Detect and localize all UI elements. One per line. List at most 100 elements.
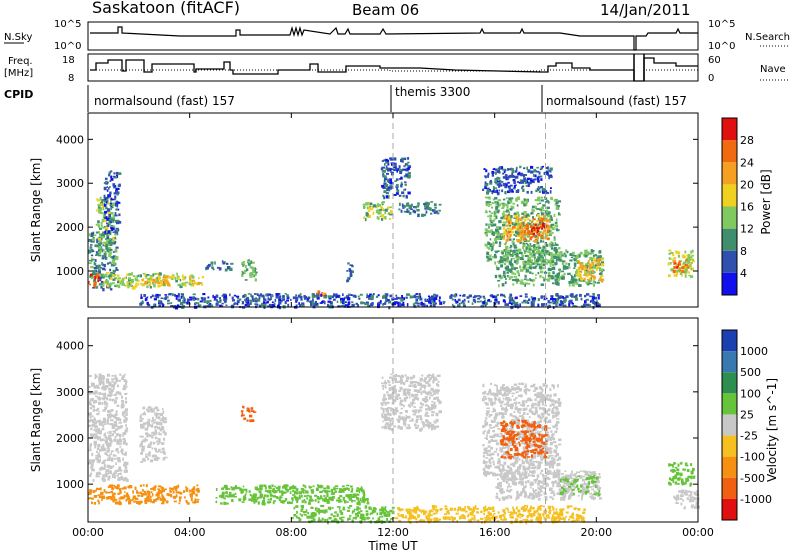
noise-right-tick-top: 10^5 (708, 19, 735, 30)
data-cell (502, 204, 505, 208)
data-cell (174, 277, 177, 280)
data-cell (90, 248, 94, 253)
data-cell (513, 222, 515, 225)
data-cell (123, 387, 126, 391)
data-cell (529, 271, 532, 274)
data-cell (254, 293, 257, 295)
data-cell (506, 254, 509, 258)
data-cell (175, 494, 178, 498)
data-cell (354, 512, 358, 516)
data-cell (692, 258, 695, 261)
data-cell (249, 414, 253, 418)
data-cell (679, 260, 682, 263)
data-cell (515, 228, 518, 231)
data-cell (585, 298, 589, 301)
data-cell (113, 239, 117, 241)
data-cell (584, 271, 587, 273)
data-cell (497, 209, 500, 212)
data-cell (250, 407, 254, 410)
data-cell (502, 198, 506, 201)
data-cell (259, 495, 263, 499)
data-cell (162, 408, 164, 411)
data-cell (103, 243, 106, 246)
data-cell (97, 279, 100, 283)
data-cell (90, 472, 93, 475)
data-cell (94, 433, 98, 436)
data-cell (104, 241, 107, 245)
data-cell (580, 518, 584, 522)
data-cell (505, 210, 508, 213)
data-cell (366, 293, 368, 297)
data-cell (537, 271, 540, 275)
data-cell (681, 266, 685, 270)
data-cell (113, 424, 117, 427)
data-cell (109, 204, 113, 207)
data-cell (379, 516, 381, 518)
data-cell (520, 281, 523, 285)
data-cell (505, 278, 507, 280)
data-cell (417, 296, 420, 299)
data-cell (233, 303, 236, 305)
data-cell (101, 446, 104, 450)
data-cell (388, 426, 391, 430)
data-cell (106, 262, 109, 265)
data-cell (380, 206, 383, 209)
data-cell (511, 266, 515, 270)
data-cell (238, 298, 242, 301)
data-cell (462, 508, 466, 511)
data-cell (105, 206, 108, 210)
data-cell (179, 492, 183, 495)
data-cell (541, 217, 545, 221)
data-cell (109, 186, 111, 188)
data-cell (502, 238, 505, 240)
data-cell (442, 301, 446, 303)
data-cell (126, 479, 129, 483)
data-cell (375, 295, 379, 298)
data-cell (284, 487, 288, 491)
data-cell (337, 499, 341, 503)
data-cell (384, 296, 388, 299)
data-cell (109, 285, 112, 288)
data-cell (357, 512, 359, 515)
data-cell (554, 203, 558, 206)
data-cell (156, 296, 160, 299)
data-cell (541, 235, 543, 239)
data-cell (538, 219, 542, 222)
data-cell (549, 263, 552, 266)
data-cell (431, 400, 434, 403)
data-cell (194, 498, 197, 501)
data-cell (192, 488, 195, 491)
data-cell (527, 301, 530, 304)
data-cell (103, 400, 107, 404)
data-cell (294, 485, 297, 490)
data-cell (400, 209, 403, 213)
data-cell (185, 488, 188, 492)
data-cell (563, 254, 566, 257)
data-cell (118, 497, 122, 500)
data-cell (516, 216, 519, 220)
data-cell (550, 196, 553, 199)
data-cell (342, 508, 346, 511)
data-cell (387, 206, 390, 210)
data-cell (104, 403, 108, 406)
data-cell (97, 269, 101, 273)
data-cell (507, 236, 511, 238)
data-cell (508, 186, 511, 190)
data-cell (122, 433, 125, 437)
data-cell (527, 169, 530, 173)
data-cell (590, 250, 594, 255)
data-cell (535, 265, 538, 268)
data-cell (587, 251, 590, 255)
data-cell (675, 263, 678, 267)
data-cell (117, 280, 120, 284)
data-cell (425, 399, 429, 402)
data-cell (484, 175, 487, 179)
data-cell (108, 434, 111, 438)
data-cell (491, 190, 494, 195)
data-cell (299, 513, 302, 516)
data-cell (598, 250, 602, 254)
data-cell (402, 421, 407, 425)
data-cell (90, 384, 94, 387)
data-cell (109, 243, 113, 246)
data-cell (314, 494, 318, 497)
